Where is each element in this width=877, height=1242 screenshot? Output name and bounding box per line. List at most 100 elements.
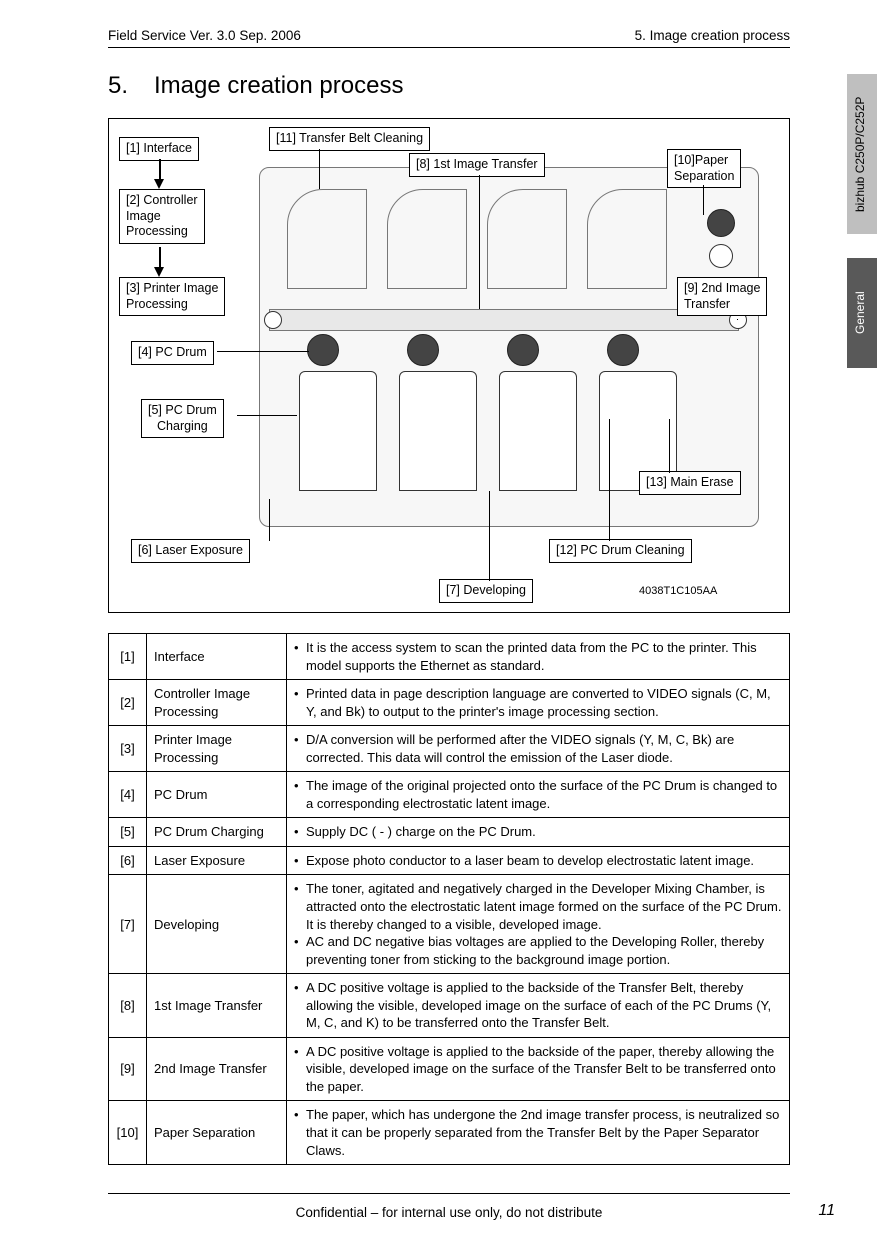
row-name: 2nd Image Transfer — [147, 1037, 287, 1101]
desc-item: Expose photo conductor to a laser beam t… — [294, 852, 782, 870]
leader-line — [703, 185, 704, 215]
pc-drum — [407, 334, 439, 366]
table-row: [3]Printer Image ProcessingD/A conversio… — [109, 726, 790, 772]
row-index: [9] — [109, 1037, 147, 1101]
table-row: [6]Laser Exposure Expose photo conductor … — [109, 846, 790, 875]
leader-line — [479, 175, 480, 309]
hopper — [587, 189, 667, 289]
table-row: [2]Controller Image ProcessingPrinted da… — [109, 680, 790, 726]
row-desc: The toner, agitated and negatively charg… — [287, 875, 790, 974]
label-10: [10]Paper Separation — [667, 149, 741, 188]
leader-line — [269, 499, 270, 541]
row-index: [6] — [109, 846, 147, 875]
leader-line — [669, 419, 670, 473]
flow-line — [159, 247, 161, 269]
table-row: [8]1st Image TransferA DC positive volta… — [109, 974, 790, 1038]
label-6: [6] Laser Exposure — [131, 539, 250, 563]
belt-roller — [264, 311, 282, 329]
leader-line — [489, 491, 490, 581]
label-1: [1] Interface — [119, 137, 199, 161]
label-7: [7] Developing — [439, 579, 533, 603]
row-desc: D/A conversion will be performed after t… — [287, 726, 790, 772]
row-index: [2] — [109, 680, 147, 726]
table-row: [10]Paper SeparationThe paper, which has… — [109, 1101, 790, 1165]
row-name: Developing — [147, 875, 287, 974]
leader-line — [737, 319, 738, 320]
leader-line — [319, 149, 320, 189]
label-8: [8] 1st Image Transfer — [409, 153, 545, 177]
header-left: Field Service Ver. 3.0 Sep. 2006 — [108, 28, 301, 43]
desc-item: A DC positive voltage is applied to the … — [294, 979, 782, 1032]
desc-item: The image of the original projected onto… — [294, 777, 782, 812]
flow-line — [159, 159, 161, 181]
row-desc: Printed data in page description languag… — [287, 680, 790, 726]
diagram-code: 4038T1C105AA — [639, 585, 717, 597]
table-row: [7]DevelopingThe toner, agitated and neg… — [109, 875, 790, 974]
row-desc: A DC positive voltage is applied to the … — [287, 974, 790, 1038]
label-5: [5] PC Drum Charging — [141, 399, 224, 438]
dev-unit — [299, 371, 377, 491]
side-tab-section: General — [847, 258, 877, 368]
title-num: 5. — [108, 72, 154, 100]
row-index: [3] — [109, 726, 147, 772]
table-row: [5]PC Drum ChargingSupply DC ( - ) charg… — [109, 818, 790, 847]
row-name: PC Drum — [147, 772, 287, 818]
hopper — [287, 189, 367, 289]
table-row: [9]2nd Image TransferA DC positive volta… — [109, 1037, 790, 1101]
label-13: [13] Main Erase — [639, 471, 741, 495]
label-4: [4] PC Drum — [131, 341, 214, 365]
row-desc: The paper, which has undergone the 2nd i… — [287, 1101, 790, 1165]
pc-drum — [307, 334, 339, 366]
diagram: [1] Interface [2] Controller Image Proce… — [108, 118, 790, 613]
row-index: [1] — [109, 634, 147, 680]
leader-line — [609, 419, 610, 541]
row-desc: The image of the original projected onto… — [287, 772, 790, 818]
row-index: [7] — [109, 875, 147, 974]
row-desc: A DC positive voltage is applied to the … — [287, 1037, 790, 1101]
row-desc: Supply DC ( - ) charge on the PC Drum. — [287, 818, 790, 847]
roller — [707, 209, 735, 237]
row-name: Controller Image Processing — [147, 680, 287, 726]
table-row: [1]InterfaceIt is the access system to s… — [109, 634, 790, 680]
label-9: [9] 2nd Image Transfer — [677, 277, 767, 316]
desc-item: The paper, which has undergone the 2nd i… — [294, 1106, 782, 1159]
desc-item: The toner, agitated and negatively charg… — [294, 880, 782, 933]
page-header: Field Service Ver. 3.0 Sep. 2006 5. Imag… — [108, 28, 790, 48]
label-2: [2] Controller Image Processing — [119, 189, 205, 244]
section-title: 5.Image creation process — [108, 72, 790, 100]
page: Field Service Ver. 3.0 Sep. 2006 5. Imag… — [0, 0, 820, 1242]
hopper — [487, 189, 567, 289]
desc-item: Printed data in page description languag… — [294, 685, 782, 720]
leader-line — [217, 351, 309, 352]
page-number: 11 — [818, 1202, 835, 1220]
desc-item: AC and DC negative bias voltages are app… — [294, 933, 782, 968]
leader-line — [237, 415, 297, 416]
side-tab-model: bizhub C250P/C252P — [847, 74, 877, 234]
header-right: 5. Image creation process — [635, 28, 790, 43]
dev-unit — [399, 371, 477, 491]
row-index: [10] — [109, 1101, 147, 1165]
row-name: 1st Image Transfer — [147, 974, 287, 1038]
title-text: Image creation process — [154, 72, 403, 99]
desc-item: A DC positive voltage is applied to the … — [294, 1043, 782, 1096]
row-name: Interface — [147, 634, 287, 680]
footer-rule — [108, 1193, 790, 1194]
row-name: Paper Separation — [147, 1101, 287, 1165]
row-name: Printer Image Processing — [147, 726, 287, 772]
desc-item: D/A conversion will be performed after t… — [294, 731, 782, 766]
label-3: [3] Printer Image Processing — [119, 277, 225, 316]
row-name: Laser Exposure — [147, 846, 287, 875]
row-name: PC Drum Charging — [147, 818, 287, 847]
hopper — [387, 189, 467, 289]
roller — [709, 244, 733, 268]
table-row: [4]PC DrumThe image of the original proj… — [109, 772, 790, 818]
spec-table: [1]InterfaceIt is the access system to s… — [108, 633, 790, 1165]
dev-unit — [499, 371, 577, 491]
row-desc: It is the access system to scan the prin… — [287, 634, 790, 680]
footer-text: Confidential – for internal use only, do… — [108, 1205, 790, 1220]
desc-item: It is the access system to scan the prin… — [294, 639, 782, 674]
label-11: [11] Transfer Belt Cleaning — [269, 127, 430, 151]
row-index: [5] — [109, 818, 147, 847]
transfer-belt — [269, 309, 739, 331]
flow-arrow — [154, 267, 164, 277]
